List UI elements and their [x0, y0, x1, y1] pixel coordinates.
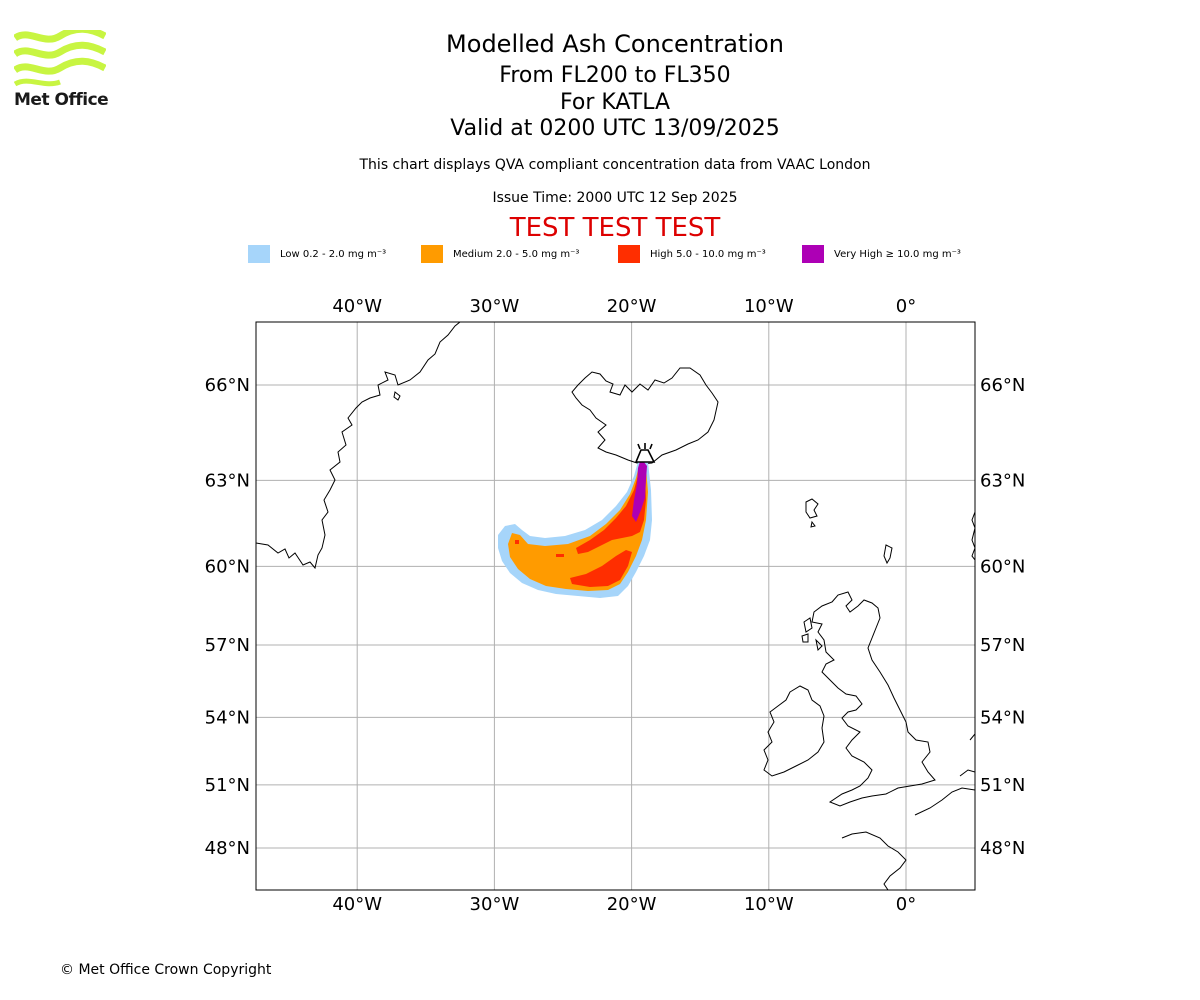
longitude-tick-label: 20°W — [607, 296, 657, 317]
ash-plume — [498, 458, 652, 598]
hebrides-islands — [801, 617, 823, 652]
longitude-labels-bottom: 40°W 30°W 20°W 10°W 0° — [332, 894, 916, 915]
longitude-tick-label: 30°W — [470, 296, 520, 317]
latitude-tick-label: 60°N — [980, 556, 1025, 577]
latitude-tick-label: 66°N — [205, 375, 250, 396]
longitude-tick-label: 0° — [896, 894, 916, 915]
latitude-labels-left: 66°N 63°N 60°N 57°N 54°N 51°N 48°N — [205, 375, 250, 859]
latitude-tick-label: 57°N — [205, 635, 250, 656]
legend-label-high: High 5.0 - 10.0 mg m⁻³ — [650, 248, 766, 260]
ash-high-spot — [515, 540, 519, 544]
ash-very-high-contour — [632, 458, 647, 522]
latitude-tick-label: 66°N — [980, 375, 1025, 396]
legend-item-high: High 5.0 - 10.0 mg m⁻³ — [618, 244, 766, 264]
legend-item-medium: Medium 2.0 - 5.0 mg m⁻³ — [421, 244, 579, 264]
longitude-tick-label: 40°W — [332, 296, 382, 317]
issue-time: Issue Time: 2000 UTC 12 Sep 2025 — [492, 190, 738, 206]
met-office-waves-icon — [12, 25, 107, 87]
france-coastline — [841, 831, 907, 890]
longitude-tick-label: 10°W — [744, 296, 794, 317]
latitude-tick-label: 48°N — [980, 838, 1025, 859]
channel-coast — [914, 787, 975, 816]
legend-label-low: Low 0.2 - 2.0 mg m⁻³ — [280, 248, 387, 260]
map-background — [256, 322, 975, 890]
legend-label-medium: Medium 2.0 - 5.0 mg m⁻³ — [453, 248, 580, 260]
map-frame — [255, 321, 976, 891]
legend-item-low: Low 0.2 - 2.0 mg m⁻³ — [248, 244, 386, 264]
legend-label-very-high: Very High ≥ 10.0 mg m⁻³ — [834, 248, 961, 260]
longitude-tick-label: 40°W — [332, 894, 382, 915]
latitude-tick-label: 57°N — [980, 635, 1025, 656]
ash-high-spot — [556, 554, 564, 557]
netherlands-coastline — [959, 733, 975, 777]
legend-swatch-high — [618, 245, 640, 263]
latitude-tick-label: 60°N — [205, 556, 250, 577]
chart-title: Modelled Ash Concentration — [446, 30, 784, 58]
coastlines — [256, 322, 975, 890]
shetland-islands — [883, 544, 893, 565]
longitude-tick-label: 0° — [896, 296, 916, 317]
latitude-tick-label: 54°N — [980, 707, 1025, 728]
latitude-tick-label: 63°N — [980, 470, 1025, 491]
volcano-name: For KATLA — [560, 90, 670, 115]
legend-swatch-very-high — [802, 245, 824, 263]
test-banner: TEST TEST TEST — [509, 213, 721, 243]
ash-high-contour-upper — [576, 468, 646, 554]
legend-swatch-medium — [421, 245, 443, 263]
logo-text: Met Office — [14, 90, 109, 110]
ireland-coastline — [763, 685, 825, 777]
latitude-labels-right: 66°N 63°N 60°N 57°N 54°N 51°N 48°N — [980, 375, 1025, 859]
legend-item-very-high: Very High ≥ 10.0 mg m⁻³ — [802, 244, 961, 264]
latitude-tick-label: 48°N — [205, 838, 250, 859]
chart-description: This chart displays QVA compliant concen… — [359, 157, 871, 173]
norway-coastline — [971, 511, 975, 561]
volcano-icon — [634, 443, 656, 463]
great-britain-coastline — [811, 591, 936, 807]
longitude-labels-top: 40°W 30°W 20°W 10°W 0° — [332, 296, 916, 317]
legend-swatch-low — [248, 245, 270, 263]
longitude-tick-label: 30°W — [470, 894, 520, 915]
latitude-tick-label: 51°N — [980, 775, 1025, 796]
latitude-tick-label: 51°N — [205, 775, 250, 796]
greenland-coastline — [256, 322, 461, 570]
flight-level-range: From FL200 to FL350 — [499, 63, 731, 88]
valid-time: Valid at 0200 UTC 13/09/2025 — [450, 116, 780, 141]
copyright-notice: © Met Office Crown Copyright — [60, 962, 272, 978]
latitude-tick-label: 54°N — [205, 707, 250, 728]
met-office-logo: Met Office — [12, 25, 114, 112]
longitude-tick-label: 10°W — [744, 894, 794, 915]
longitude-tick-label: 20°W — [607, 894, 657, 915]
ash-high-contour-lower — [570, 550, 632, 587]
latitude-tick-label: 63°N — [205, 470, 250, 491]
iceland-coastline — [571, 367, 719, 465]
faroe-islands — [805, 498, 819, 528]
greenland-island — [393, 391, 401, 401]
